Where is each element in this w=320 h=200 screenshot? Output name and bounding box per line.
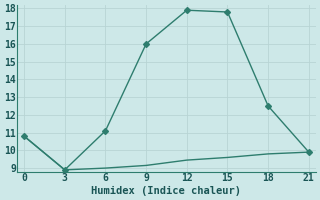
X-axis label: Humidex (Indice chaleur): Humidex (Indice chaleur) (92, 186, 242, 196)
